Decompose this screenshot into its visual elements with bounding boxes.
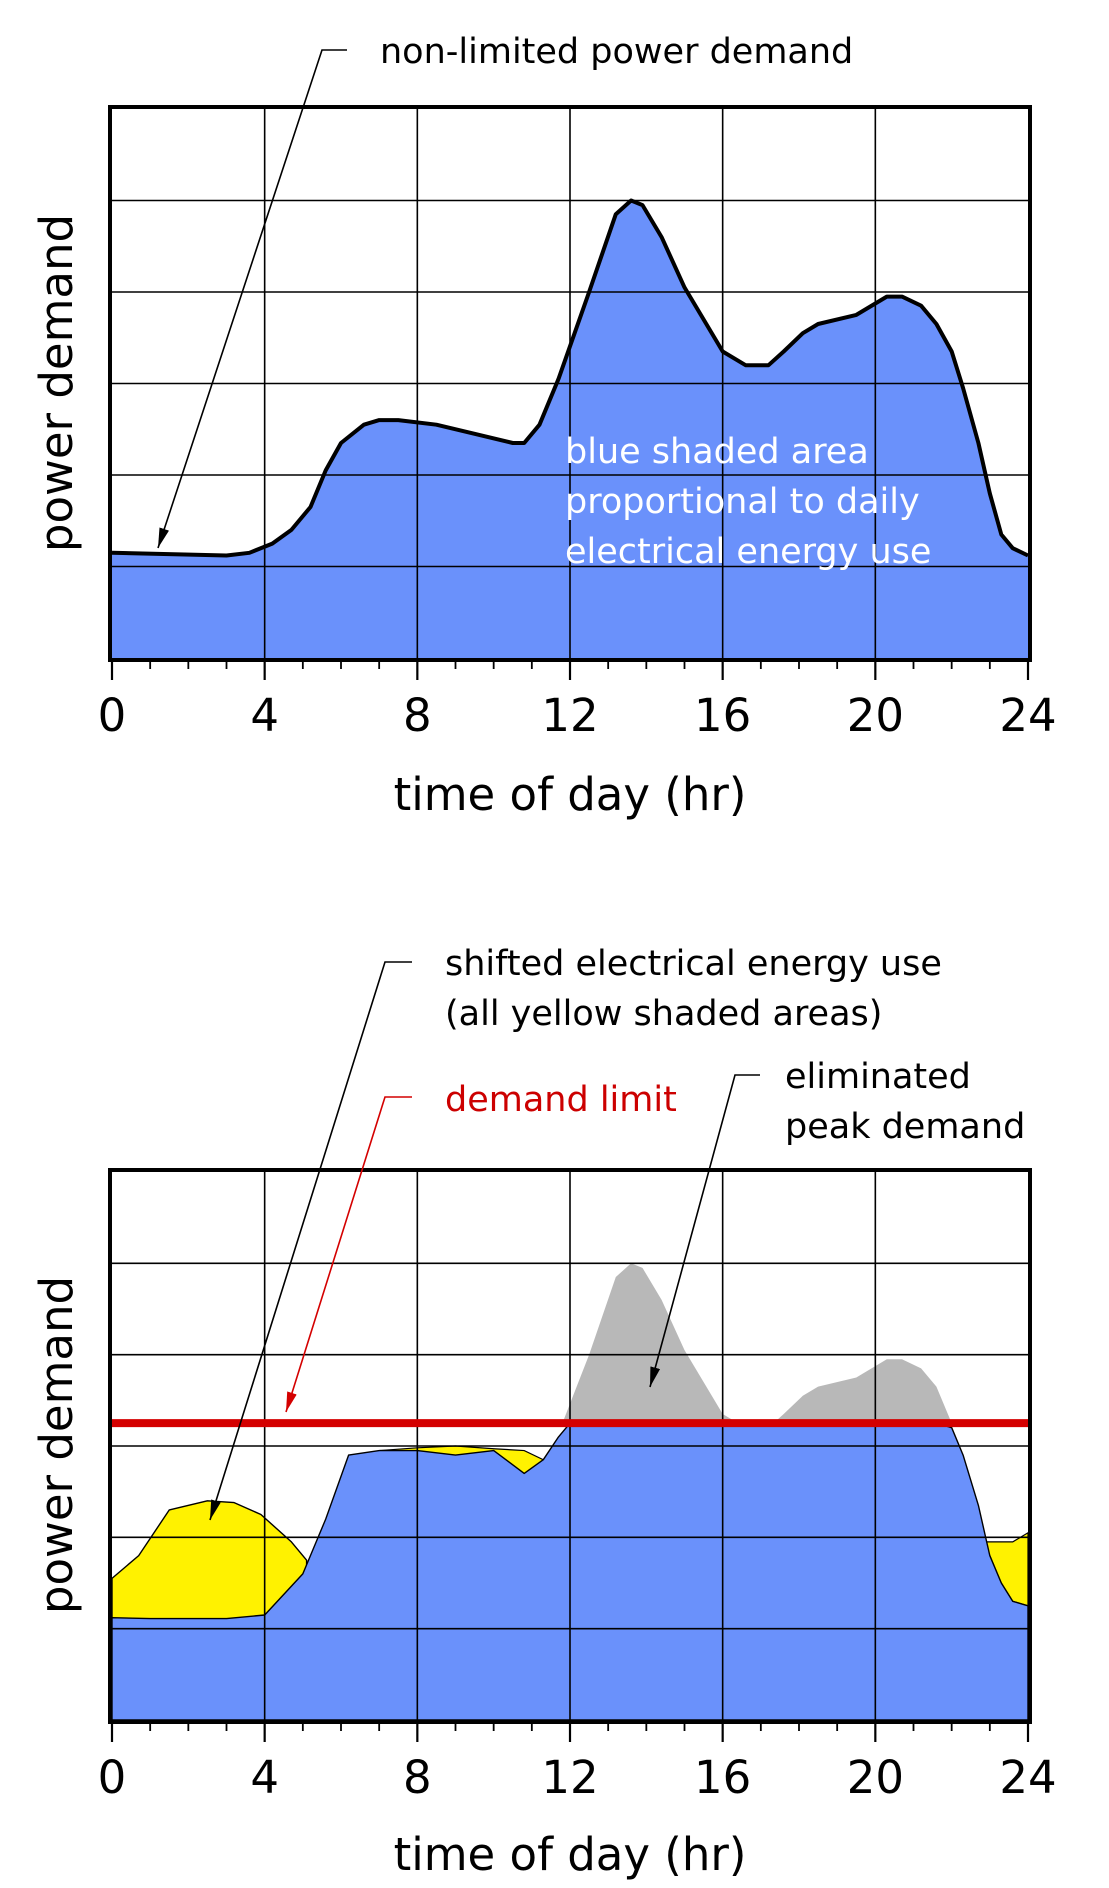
x-axis-ticks <box>110 658 1030 680</box>
x-tick-label: 12 <box>541 1751 598 1804</box>
top-chart: 0 4 8 12 16 20 24 time of day (hr) power deman… <box>30 32 1057 821</box>
x-tick-label: 16 <box>694 1751 751 1804</box>
area-label-line-3: electrical energy use <box>565 532 931 572</box>
peak-label-line-1: eliminated <box>785 1057 971 1097</box>
eliminated-peak-area <box>562 1263 952 1428</box>
peak-label-line-2: peak demand <box>785 1107 1025 1147</box>
shift-label-line-2: (all yellow shaded areas) <box>445 994 882 1034</box>
x-tick-label: 20 <box>847 1751 904 1804</box>
x-tick-label: 8 <box>403 689 432 742</box>
x-tick-label: 0 <box>98 1751 127 1804</box>
peak-annotation-leader-line <box>649 1074 760 1388</box>
x-tick-label: 24 <box>999 689 1056 742</box>
non-limited-demand-label: non-limited power demand <box>380 32 853 72</box>
x-tick-label: 8 <box>403 1751 432 1804</box>
demand-curve <box>111 198 1029 558</box>
bottom-chart: 0 4 8 12 16 20 24 time of day (hr) power deman… <box>30 944 1057 1881</box>
area-label-line-2: proportional to daily <box>565 482 920 522</box>
y-axis-title: power demand <box>30 214 83 552</box>
x-tick-label: 4 <box>250 689 279 742</box>
limit-annotation-leader-line <box>285 1096 412 1413</box>
demand-limit-label: demand limit <box>445 1080 677 1120</box>
grid <box>112 109 1028 658</box>
annotation-leader-line <box>157 49 347 549</box>
x-tick-label: 0 <box>98 689 127 742</box>
x-tick-label: 4 <box>250 1751 279 1804</box>
area-label-line-1: blue shaded area <box>565 432 869 472</box>
shift-annotation-leader-line <box>209 961 412 1521</box>
y-axis-title: power demand <box>30 1276 83 1614</box>
x-axis-tick-labels: 0 4 8 12 16 20 24 <box>98 1751 1057 1804</box>
x-axis-tick-labels: 0 4 8 12 16 20 24 <box>98 689 1057 742</box>
x-tick-label: 16 <box>694 689 751 742</box>
x-tick-label: 12 <box>541 689 598 742</box>
x-axis-ticks <box>110 1720 1030 1742</box>
x-tick-label: 24 <box>999 1751 1056 1804</box>
x-axis-title: time of day (hr) <box>394 1828 747 1881</box>
x-axis-title: time of day (hr) <box>394 768 747 821</box>
shift-label-line-1: shifted electrical energy use <box>445 944 942 984</box>
x-tick-label: 20 <box>847 689 904 742</box>
grid <box>112 1172 1028 1720</box>
